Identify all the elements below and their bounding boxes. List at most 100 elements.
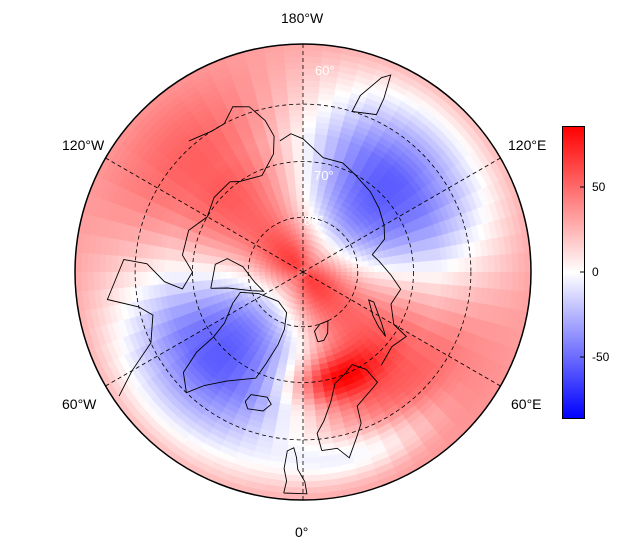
field-cell: [441, 423, 465, 446]
field-cell: [75, 251, 82, 274]
field-cell: [260, 44, 284, 54]
field-cell: [223, 332, 238, 346]
field-cell: [521, 289, 531, 313]
field-cell: [521, 229, 531, 253]
field-cell: [436, 101, 459, 124]
field-cell: [225, 188, 240, 203]
field-cell: [433, 414, 456, 437]
field-cell: [75, 272, 83, 295]
lon-label-120e: 120°E: [508, 137, 547, 153]
colorbar-tick-50: 50: [592, 180, 606, 194]
field-cell: [418, 397, 439, 418]
field-cell: [148, 395, 169, 417]
field-cell: [421, 120, 442, 141]
field-cell: [441, 123, 463, 145]
lon-label-0: 0°: [295, 524, 309, 540]
field-cell: [128, 111, 151, 135]
field-cell: [151, 133, 172, 154]
field-cell: [176, 390, 197, 410]
field-cell: [523, 249, 531, 272]
meridian-300: [105, 271, 304, 387]
field-cell: [171, 130, 192, 151]
field-cell: [425, 382, 446, 403]
field-cell: [414, 393, 435, 414]
field-cell: [141, 98, 165, 121]
field-cell: [172, 394, 193, 415]
field-cell: [303, 492, 326, 500]
field-cell: [445, 119, 468, 142]
field-cell: [322, 490, 346, 500]
lon-label-180w: 180°W: [281, 10, 324, 26]
field-cell: [437, 418, 461, 441]
field-cell: [137, 120, 160, 143]
field-cell: [142, 424, 166, 447]
field-cell: [282, 493, 305, 500]
field-cell: [223, 198, 237, 213]
field-cell: [446, 401, 469, 424]
field-cell: [147, 420, 170, 443]
field-cell: [424, 115, 447, 137]
field-cell: [442, 397, 464, 420]
field-cell: [229, 338, 244, 352]
svalbard: [314, 320, 329, 343]
field-cell: [154, 112, 176, 134]
field-cell: [424, 140, 445, 161]
field-cell: [433, 132, 454, 153]
canadian-archipelago: [210, 258, 265, 292]
meridian-120: [302, 157, 501, 273]
field-cell: [369, 331, 383, 346]
field-cell: [146, 128, 168, 151]
field-cell: [163, 121, 184, 142]
anomaly-field: [75, 44, 531, 500]
lat-label-70: 70°: [314, 168, 334, 183]
field-cell: [449, 114, 472, 138]
field-cell: [280, 44, 303, 52]
field-cell: [432, 106, 455, 129]
field-cell: [413, 129, 434, 150]
field-cell: [372, 194, 387, 209]
field-cell: [368, 198, 383, 212]
field-cell: [161, 383, 182, 404]
field-cell: [430, 386, 450, 407]
field-cell: [428, 136, 449, 157]
lon-label-60w: 60°W: [62, 396, 97, 412]
field-cell: [132, 116, 155, 139]
field-cell: [363, 337, 377, 352]
field-cell: [417, 125, 438, 145]
field-cell: [262, 490, 286, 500]
field-cell: [437, 127, 458, 149]
field-cell: [160, 141, 181, 162]
field-cell: [438, 393, 460, 416]
field-cell: [430, 410, 452, 432]
field-cell: [143, 399, 165, 421]
field-cell: [434, 390, 455, 411]
field-cell: [164, 403, 185, 424]
scandinavia-coast: [316, 364, 379, 459]
field-cell: [301, 44, 324, 51]
novaya-zemlya: [368, 299, 387, 337]
field-cell: [165, 145, 185, 166]
kamchatka-coast: [351, 74, 392, 116]
colorbar: [562, 126, 585, 419]
parallel-80: [247, 216, 359, 328]
lon-label-120w: 120°W: [62, 137, 105, 153]
field-cell: [320, 44, 344, 54]
meridian-240: [105, 157, 304, 273]
colorbar-tick-minus50: -50: [592, 350, 610, 364]
lat-label-60: 60°: [315, 63, 335, 78]
field-cell: [159, 407, 182, 429]
field-cell: [428, 111, 451, 133]
lat-label-80: 80°: [304, 213, 324, 228]
map-boundary: [74, 43, 532, 501]
field-cell: [422, 402, 443, 423]
siberia-coast: [279, 133, 408, 366]
iceland-coast: [244, 394, 272, 412]
lon-label-60e: 60°E: [511, 396, 542, 412]
field-cell: [155, 411, 178, 433]
parallel-70: [192, 161, 414, 383]
field-cell: [156, 137, 176, 158]
field-cell: [426, 406, 448, 427]
colorbar-tick-0: 0: [592, 265, 599, 279]
graticule: [105, 44, 501, 500]
